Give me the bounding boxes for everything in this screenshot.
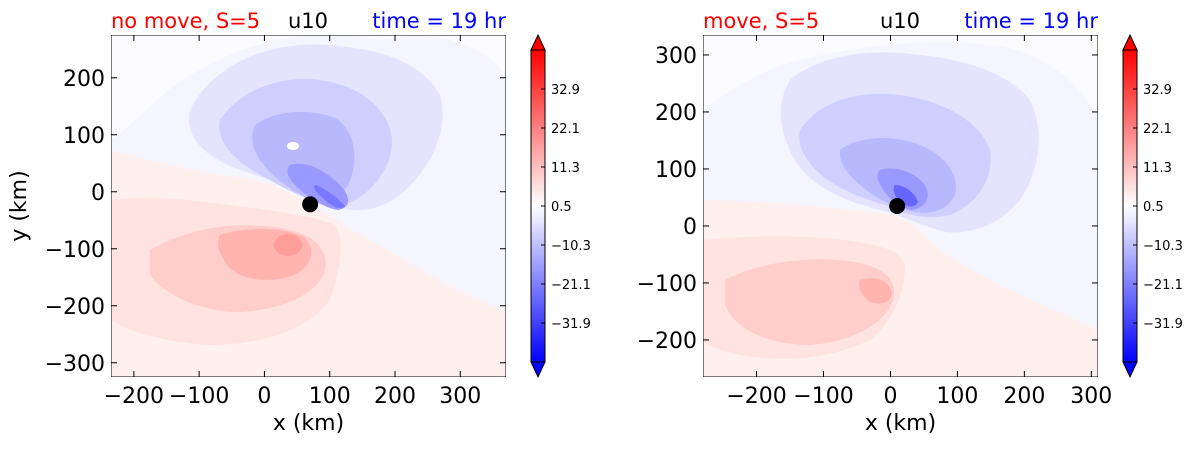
- y-tick-label: 100: [63, 124, 105, 149]
- x-tick-label: −200: [104, 384, 164, 409]
- field-strong-red: [859, 278, 892, 304]
- titles: no move, S=5 u10 time = 19 hr: [111, 9, 506, 33]
- title-left: move, S=5: [703, 9, 819, 33]
- x-axis-label: x (km): [273, 411, 344, 436]
- colorbar-tick-label: 22.1: [551, 122, 580, 137]
- field-white-spot: [287, 142, 299, 150]
- colorbar-tick-label: 32.9: [1143, 83, 1172, 98]
- x-tick-label: 300: [1070, 384, 1112, 409]
- axes: −200 −100 0 100 200 300 300 200 100 0 −100 −200: [637, 35, 1112, 409]
- y-tick-label: 200: [655, 101, 697, 126]
- y-tick-label: −300: [45, 352, 105, 377]
- colorbar-tick-label: −31.9: [1143, 317, 1183, 332]
- x-tick-label: 100: [309, 384, 351, 409]
- panel-no-move: no move, S=5 u10 time = 19 hr: [7, 9, 591, 436]
- y-tick-label: −200: [637, 329, 697, 354]
- y-tick-label: 200: [63, 67, 105, 92]
- colorbar-tick-label: 11.3: [1143, 161, 1172, 176]
- x-tick-label: 200: [1003, 384, 1045, 409]
- x-tick-label: −100: [169, 384, 229, 409]
- heatmap-field: [703, 35, 1098, 377]
- storm-center-marker: [302, 196, 319, 213]
- colorbar-tick-label: −21.1: [551, 278, 591, 293]
- x-tick-label: 0: [257, 384, 271, 409]
- title-left: no move, S=5: [111, 9, 260, 33]
- colorbar: 32.9 22.1 11.3 0.5 −10.3 −21.1 −31.9: [530, 33, 591, 379]
- title-right: time = 19 hr: [964, 9, 1098, 33]
- x-axis-label: x (km): [865, 411, 936, 436]
- y-axis-label: y (km): [7, 170, 32, 241]
- title-center: u10: [880, 9, 920, 33]
- colorbar-tick-label: 22.1: [1143, 122, 1172, 137]
- field-red-core: [274, 234, 302, 256]
- y-tick-label: 0: [91, 181, 105, 206]
- field-weak-wind: [703, 35, 1098, 120]
- y-tick-label: −100: [637, 272, 697, 297]
- x-tick-label: 200: [374, 384, 416, 409]
- titles: move, S=5 u10 time = 19 hr: [703, 9, 1098, 33]
- colorbar-ticks: 32.9 22.1 11.3 0.5 −10.3 −21.1 −31.9: [541, 83, 591, 332]
- colorbar-max-extension: [1122, 33, 1138, 51]
- x-tick-label: −100: [793, 384, 853, 409]
- title-center: u10: [288, 9, 328, 33]
- panel-move: move, S=5 u10 time = 19 hr −200 −100 0 100 2: [637, 9, 1183, 436]
- colorbar-tick-label: −10.3: [1143, 239, 1183, 254]
- colorbar-tick-label: −10.3: [551, 239, 591, 254]
- heatmap-field: [111, 35, 506, 377]
- field-medium-red: [725, 259, 895, 345]
- colorbar: 32.9 22.1 11.3 0.5 −10.3 −21.1 −31.9: [1122, 33, 1183, 379]
- x-tick-label: 0: [883, 384, 897, 409]
- title-right: time = 19 hr: [372, 9, 506, 33]
- y-tick-label: −200: [45, 295, 105, 320]
- y-tick-label: −100: [45, 238, 105, 263]
- colorbar-tick-label: 32.9: [551, 83, 580, 98]
- y-tick-label: 0: [683, 215, 697, 240]
- x-tick-label: −200: [726, 384, 786, 409]
- colorbar-max-extension: [530, 33, 546, 51]
- colorbar-ticks: 32.9 22.1 11.3 0.5 −10.3 −21.1 −31.9: [1133, 83, 1183, 332]
- field-weak-wind: [111, 35, 506, 140]
- y-tick-label: 300: [655, 44, 697, 69]
- x-tick-label: 300: [439, 384, 481, 409]
- colorbar-tick-label: −31.9: [551, 317, 591, 332]
- colorbar-tick-label: 11.3: [551, 161, 580, 176]
- x-tick-label: 100: [936, 384, 978, 409]
- storm-center-marker: [889, 198, 906, 214]
- field-blue-core: [314, 185, 345, 208]
- colorbar-tick-label: 0.5: [1143, 200, 1164, 215]
- y-tick-label: 100: [655, 158, 697, 183]
- colorbar-tick-label: −21.1: [1143, 278, 1183, 293]
- colorbar-min-extension: [1122, 361, 1138, 379]
- colorbar-min-extension: [530, 361, 546, 379]
- colorbar-tick-label: 0.5: [551, 200, 572, 215]
